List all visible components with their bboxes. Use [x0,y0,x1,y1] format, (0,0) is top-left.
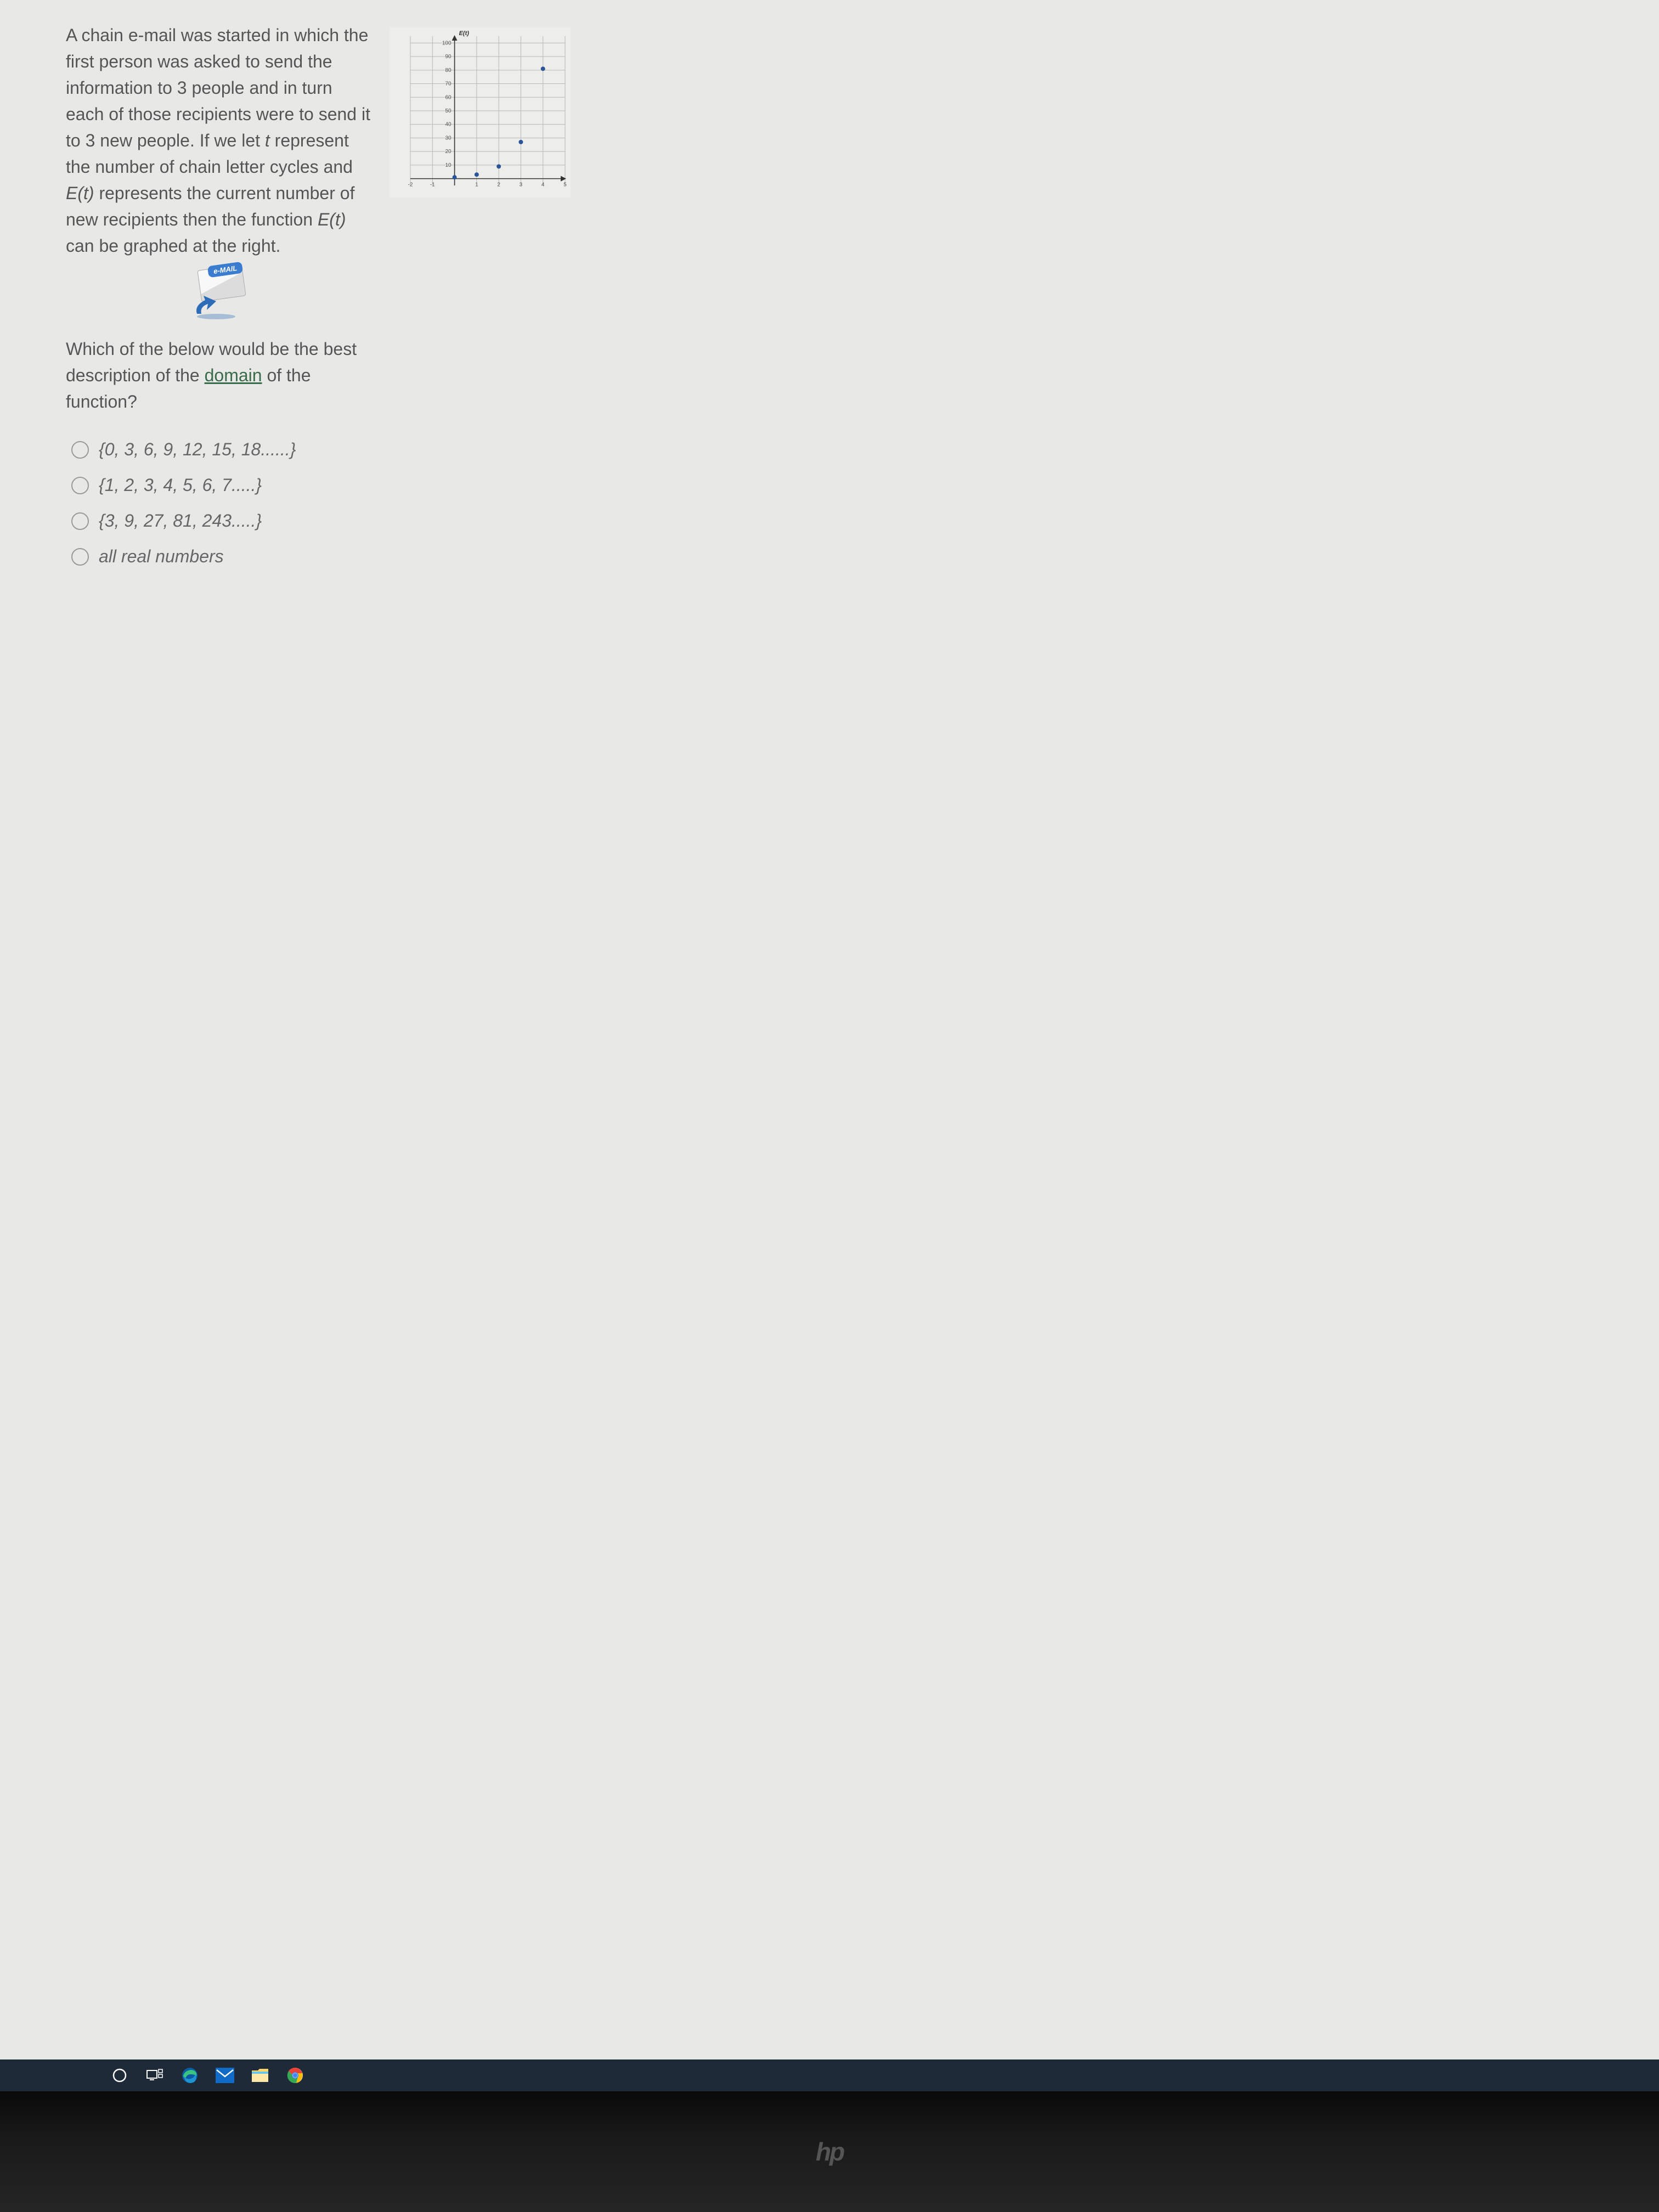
option-3[interactable]: all real numbers [71,546,1632,567]
hp-logo: hp [816,2137,843,2166]
cortana-icon[interactable] [110,2066,129,2085]
svg-text:70: 70 [445,81,452,87]
option-1[interactable]: {1, 2, 3, 4, 5, 6, 7.....} [71,475,1632,495]
svg-text:1: 1 [475,182,478,188]
chart-wrapper: E(t) -2 -1 1 2 3 4 5 10 20 30 40 50 60 70 80 90 100 [390,27,571,198]
svg-text:60: 60 [445,94,452,100]
option-label: {3, 9, 27, 81, 243.....} [99,511,262,531]
svg-text:30: 30 [445,135,452,141]
problem-paragraph: A chain e-mail was started in which the … [66,22,373,259]
option-label: {0, 3, 6, 9, 12, 15, 18......} [99,439,296,460]
svg-text:5: 5 [563,182,567,188]
svg-text:90: 90 [445,54,452,60]
svg-text:-1: -1 [430,182,435,188]
option-label: {1, 2, 3, 4, 5, 6, 7.....} [99,475,262,495]
svg-text:3: 3 [520,182,523,188]
svg-text:20: 20 [445,149,452,155]
radio-icon[interactable] [71,512,89,530]
top-row: A chain e-mail was started in which the … [66,22,1632,259]
option-2[interactable]: {3, 9, 27, 81, 243.....} [71,511,1632,531]
windows-taskbar [0,2059,1659,2091]
svg-text:4: 4 [541,182,545,188]
chrome-icon[interactable] [285,2066,305,2085]
edge-icon[interactable] [180,2066,200,2085]
radio-icon[interactable] [71,548,89,566]
task-view-icon[interactable] [145,2066,165,2085]
svg-text:100: 100 [442,40,452,46]
svg-text:40: 40 [445,122,452,128]
svg-text:50: 50 [445,108,452,114]
email-icon-container: e-MAIL [66,267,373,322]
scatter-chart: E(t) -2 -1 1 2 3 4 5 10 20 30 40 50 60 70 80 90 100 [390,27,571,198]
question-text: Which of the below would be the best des… [66,336,373,415]
laptop-bezel: hp [0,2091,1659,2212]
content-area: A chain e-mail was started in which the … [0,0,1659,2059]
radio-icon[interactable] [71,441,89,459]
option-0[interactable]: {0, 3, 6, 9, 12, 15, 18......} [71,439,1632,460]
svg-text:-2: -2 [408,182,413,188]
option-label: all real numbers [99,546,224,567]
mail-icon[interactable] [215,2066,235,2085]
email-icon: e-MAIL [189,267,250,319]
options-list: {0, 3, 6, 9, 12, 15, 18......} {1, 2, 3, … [71,439,1632,567]
svg-text:10: 10 [445,162,452,168]
radio-icon[interactable] [71,477,89,494]
svg-text:E(t): E(t) [459,30,470,37]
svg-text:80: 80 [445,67,452,74]
svg-text:2: 2 [497,182,500,188]
email-arrow-icon [191,295,238,319]
file-explorer-icon[interactable] [250,2066,270,2085]
